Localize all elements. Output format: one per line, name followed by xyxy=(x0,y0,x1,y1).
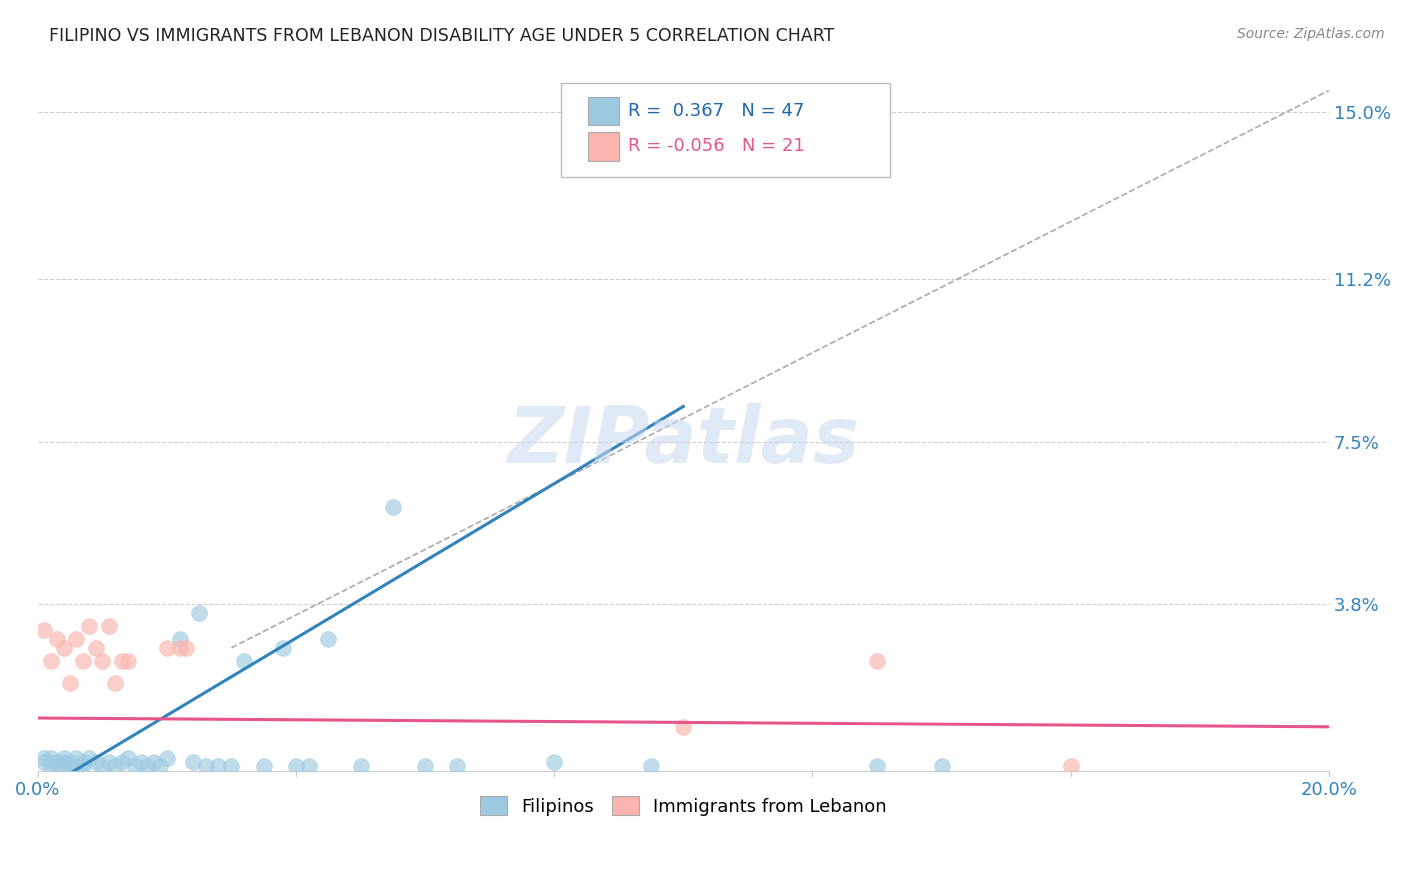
Point xyxy=(111,654,134,668)
Point xyxy=(136,759,159,773)
Point xyxy=(866,759,889,773)
FancyBboxPatch shape xyxy=(561,83,890,178)
Point xyxy=(129,755,152,769)
Point xyxy=(284,759,307,773)
FancyBboxPatch shape xyxy=(588,97,619,126)
Point xyxy=(46,755,69,769)
Legend: Filipinos, Immigrants from Lebanon: Filipinos, Immigrants from Lebanon xyxy=(471,788,896,825)
Point xyxy=(174,640,197,655)
Point xyxy=(72,759,94,773)
Point xyxy=(46,759,69,773)
Point xyxy=(84,640,107,655)
Point xyxy=(672,720,695,734)
Point xyxy=(65,759,87,773)
Point xyxy=(640,759,662,773)
Point xyxy=(298,759,321,773)
Point xyxy=(104,759,127,773)
Point xyxy=(169,640,191,655)
Point xyxy=(59,755,82,769)
Text: ZIPatlas: ZIPatlas xyxy=(508,402,859,479)
Point xyxy=(91,759,114,773)
Point xyxy=(97,619,120,633)
Point xyxy=(72,755,94,769)
Text: Source: ZipAtlas.com: Source: ZipAtlas.com xyxy=(1237,27,1385,41)
Point xyxy=(52,640,75,655)
Point xyxy=(1060,759,1083,773)
Point xyxy=(39,654,62,668)
Point xyxy=(79,750,101,764)
Point xyxy=(156,750,179,764)
Point xyxy=(253,759,276,773)
Point xyxy=(156,640,179,655)
Point xyxy=(181,755,204,769)
Point xyxy=(169,632,191,646)
Text: R =  0.367   N = 47: R = 0.367 N = 47 xyxy=(628,103,804,120)
Point xyxy=(349,759,371,773)
Text: R = -0.056   N = 21: R = -0.056 N = 21 xyxy=(628,137,804,155)
Point xyxy=(271,640,294,655)
Text: FILIPINO VS IMMIGRANTS FROM LEBANON DISABILITY AGE UNDER 5 CORRELATION CHART: FILIPINO VS IMMIGRANTS FROM LEBANON DISA… xyxy=(49,27,835,45)
Point xyxy=(59,759,82,773)
Point xyxy=(381,500,404,515)
Point xyxy=(543,755,565,769)
Point xyxy=(194,759,217,773)
Point xyxy=(446,759,468,773)
Point xyxy=(72,654,94,668)
Point xyxy=(866,654,889,668)
Point xyxy=(46,632,69,646)
FancyBboxPatch shape xyxy=(588,132,619,161)
Point xyxy=(104,676,127,690)
Point xyxy=(39,750,62,764)
Point xyxy=(124,759,146,773)
Point xyxy=(32,755,55,769)
Point xyxy=(111,755,134,769)
Point xyxy=(188,606,211,620)
Point xyxy=(65,750,87,764)
Point xyxy=(207,759,229,773)
Point xyxy=(32,750,55,764)
Point xyxy=(59,676,82,690)
Point xyxy=(52,750,75,764)
Point xyxy=(32,624,55,638)
Point xyxy=(221,759,243,773)
Point xyxy=(91,654,114,668)
Point xyxy=(413,759,436,773)
Point xyxy=(79,619,101,633)
Point xyxy=(65,632,87,646)
Point xyxy=(97,755,120,769)
Point xyxy=(39,759,62,773)
Point xyxy=(117,654,139,668)
Point xyxy=(149,759,172,773)
Point xyxy=(117,750,139,764)
Point xyxy=(142,755,165,769)
Point xyxy=(233,654,256,668)
Point xyxy=(52,755,75,769)
Point xyxy=(316,632,339,646)
Point xyxy=(84,755,107,769)
Point xyxy=(931,759,953,773)
